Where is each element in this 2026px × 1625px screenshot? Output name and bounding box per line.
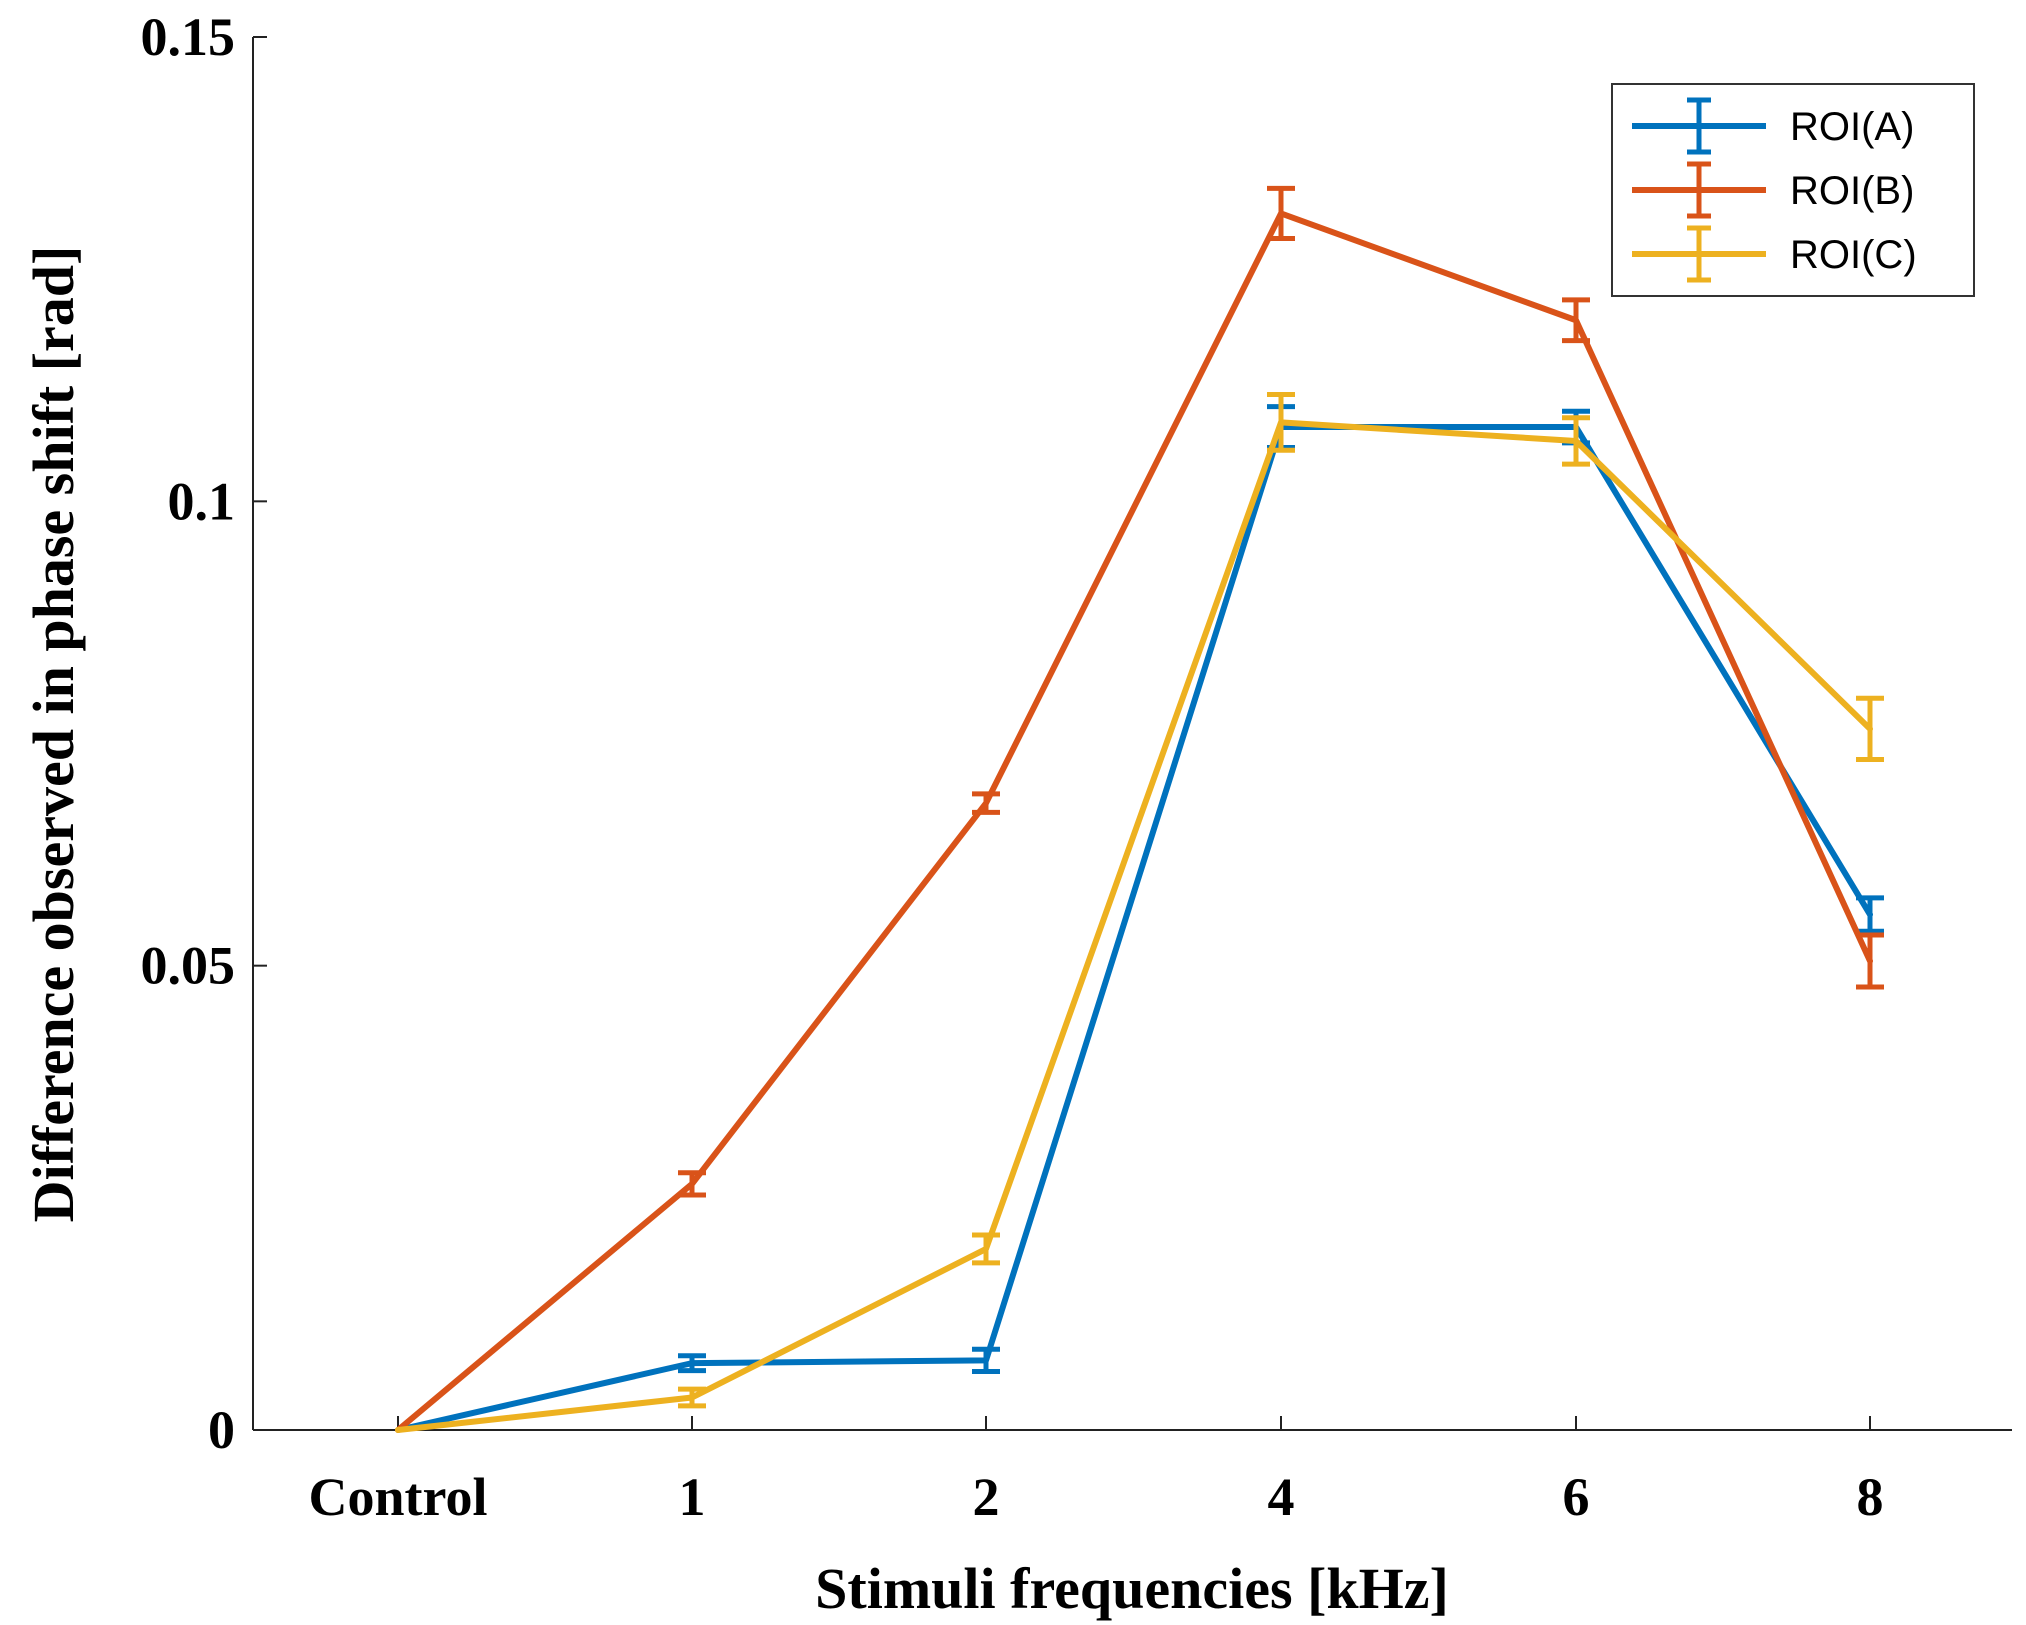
x-tick-label: 1 <box>679 1467 706 1527</box>
series-1 <box>395 404 1884 1433</box>
error-bar <box>678 1353 706 1374</box>
legend: ROI(A) ROI(B) ROI(C) <box>1611 83 1975 297</box>
error-bar <box>1856 695 1884 763</box>
error-bar <box>1267 185 1295 242</box>
error-bar <box>972 1346 1000 1374</box>
error-bar <box>1856 932 1884 990</box>
legend-label: ROI(C) <box>1790 233 1917 277</box>
legend-label: ROI(A) <box>1790 105 1914 149</box>
x-tick-label: Control <box>308 1467 487 1527</box>
x-axis-title: Stimuli frequencies [kHz] <box>815 1556 1449 1621</box>
y-tick-label: 0.1 <box>168 471 236 531</box>
error-bar <box>678 1386 706 1409</box>
legend-item: ROI(C) <box>1632 225 1917 283</box>
series-line <box>395 419 1873 1433</box>
x-tick-label: 2 <box>973 1467 1000 1527</box>
error-bar <box>1562 297 1590 344</box>
x-tick-label: 4 <box>1268 1467 1295 1527</box>
axes <box>252 37 2012 1431</box>
legend-item: ROI(B) <box>1632 161 1914 219</box>
y-tick-label: 0.15 <box>141 7 236 67</box>
error-bar <box>1267 392 1295 453</box>
y-tick-label: 0.05 <box>141 936 236 996</box>
x-tick-label: 8 <box>1857 1467 1884 1527</box>
series-2 <box>395 185 1884 1433</box>
legend-item: ROI(A) <box>1632 97 1914 155</box>
error-bar <box>972 791 1000 815</box>
error-bar <box>1562 415 1590 467</box>
y-tick-label: 0 <box>208 1400 235 1460</box>
error-bar <box>678 1170 706 1198</box>
legend-label: ROI(B) <box>1790 169 1914 213</box>
error-bar <box>1856 895 1884 934</box>
y-ticks: 0 0.05 0.1 0.15 <box>141 7 267 1460</box>
series-line <box>395 424 1873 1433</box>
series-layer <box>395 185 1884 1433</box>
x-ticks: Control 1 2 4 6 8 <box>308 1416 1884 1527</box>
error-bar <box>972 1232 1000 1266</box>
x-tick-label: 6 <box>1563 1467 1590 1527</box>
series-line <box>395 210 1873 1433</box>
series-3 <box>395 392 1884 1433</box>
y-axis-title: Difference observed in phase shift [rad] <box>21 246 86 1223</box>
